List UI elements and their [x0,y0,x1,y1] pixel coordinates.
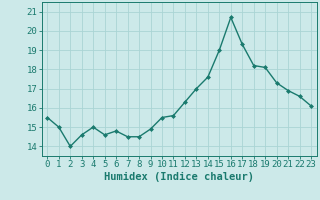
X-axis label: Humidex (Indice chaleur): Humidex (Indice chaleur) [104,172,254,182]
